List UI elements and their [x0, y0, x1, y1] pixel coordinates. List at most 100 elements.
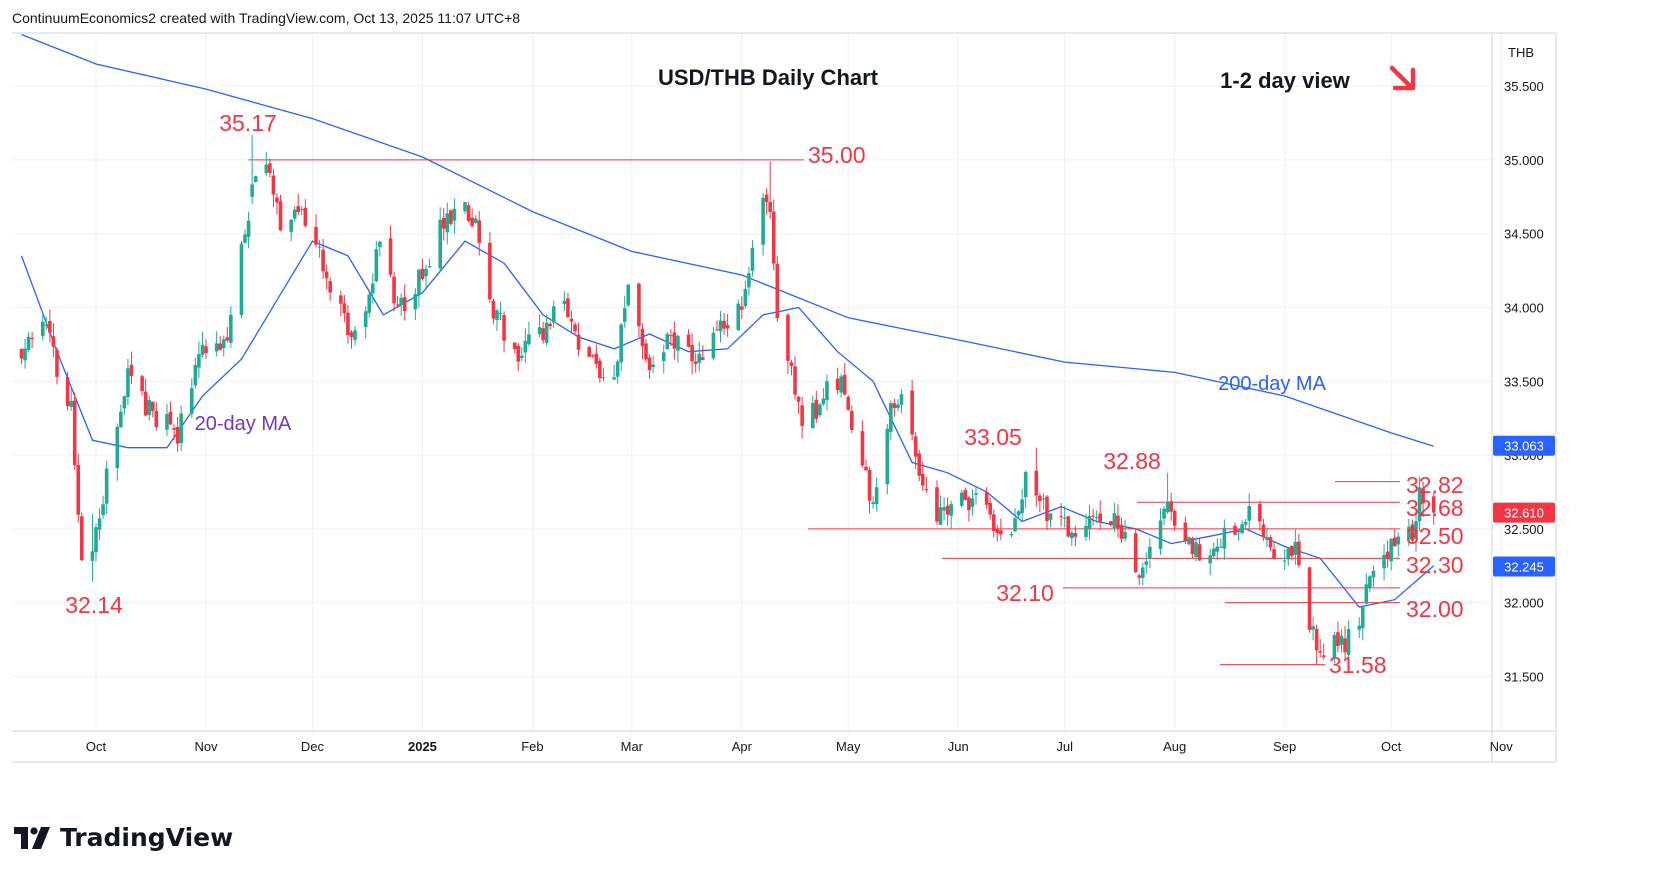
chart-grid — [12, 33, 1502, 731]
candle — [1307, 567, 1312, 633]
candle — [97, 508, 102, 540]
tradingview-brand[interactable]: TradingView — [14, 823, 233, 852]
level-label-32-50: 32.50 — [1406, 523, 1464, 549]
candle-body — [913, 436, 918, 457]
candle — [204, 339, 208, 359]
candle — [842, 363, 847, 396]
candle-body — [321, 249, 325, 272]
currency-label: THB — [1508, 45, 1534, 60]
candle-body — [275, 197, 279, 203]
candle — [1034, 447, 1039, 507]
candle-body — [200, 344, 205, 355]
candle-body — [1311, 626, 1315, 630]
candle-body — [470, 217, 474, 227]
candle-body — [126, 368, 130, 398]
candle — [65, 371, 70, 411]
candle-body — [218, 343, 222, 350]
candle-body — [1140, 567, 1145, 579]
candle-body — [1282, 560, 1287, 562]
candle-body — [743, 288, 748, 307]
candle-body — [44, 324, 49, 326]
candle — [502, 311, 506, 353]
candle-body — [1407, 526, 1411, 540]
candle — [1414, 512, 1418, 552]
candle-body — [378, 241, 382, 248]
candle — [1208, 548, 1212, 576]
candle — [1222, 519, 1227, 561]
candle — [541, 321, 545, 344]
candle-body — [278, 201, 283, 231]
candle-body — [502, 315, 506, 341]
candle-body — [427, 266, 432, 268]
candle — [1190, 536, 1195, 559]
candle-body — [449, 210, 453, 224]
candle-body — [94, 527, 98, 553]
candle-body — [1087, 516, 1092, 529]
candle — [647, 354, 652, 380]
candle — [920, 460, 925, 491]
candle — [243, 229, 247, 244]
candle — [747, 266, 751, 296]
candle — [619, 322, 623, 372]
candle — [303, 199, 308, 228]
candle-body — [452, 208, 457, 221]
candle-body — [860, 431, 865, 466]
candle — [150, 401, 155, 418]
candle — [264, 152, 269, 176]
candle-body — [55, 349, 59, 377]
candle-body — [197, 354, 201, 368]
level-label-32-10: 32.10 — [996, 580, 1054, 606]
candle-body — [520, 355, 524, 359]
candle-body — [700, 357, 705, 360]
candle — [786, 313, 790, 374]
candle — [498, 301, 503, 321]
candle-body — [239, 243, 244, 316]
candle-body — [1243, 521, 1248, 525]
candle-body — [349, 332, 354, 338]
candle-body — [622, 308, 627, 322]
candle — [1094, 510, 1099, 524]
candle — [229, 306, 233, 348]
candle-body — [140, 376, 144, 392]
candle-body — [850, 410, 854, 431]
candle — [1215, 538, 1220, 560]
candle — [796, 396, 801, 414]
candle — [143, 378, 148, 417]
candle — [661, 344, 666, 374]
candle — [722, 312, 726, 335]
candle-body — [672, 332, 677, 349]
x-tick-label: 2025 — [408, 739, 437, 754]
tradingview-brand-text: TradingView — [60, 823, 234, 852]
candle — [225, 326, 230, 343]
candle-body — [924, 488, 929, 491]
candle — [122, 395, 127, 415]
candle-body — [225, 337, 230, 341]
x-tick-label: Aug — [1163, 739, 1186, 754]
candle-body — [818, 404, 822, 416]
candle — [374, 240, 379, 283]
candle — [250, 134, 254, 205]
support-resistance-lines — [248, 159, 1400, 666]
candle — [51, 323, 56, 358]
candle-body — [250, 184, 254, 197]
candle — [69, 389, 73, 411]
candle — [449, 209, 453, 227]
candle — [860, 420, 865, 468]
candle-body — [963, 490, 968, 500]
candle-body — [1371, 570, 1376, 578]
candle-body — [896, 404, 900, 409]
candle — [899, 388, 904, 413]
candle-body — [214, 343, 219, 352]
candle-body — [775, 263, 780, 319]
candle-body — [718, 320, 723, 332]
candle — [516, 343, 521, 372]
candle — [1382, 544, 1386, 581]
candle — [101, 495, 105, 519]
view-label: 1-2 day view — [1220, 68, 1351, 93]
y-tick-label: 34.500 — [1504, 227, 1544, 242]
candle-body — [1318, 650, 1322, 653]
candle — [551, 300, 556, 328]
candle-body — [1041, 498, 1046, 500]
candle — [750, 240, 755, 277]
